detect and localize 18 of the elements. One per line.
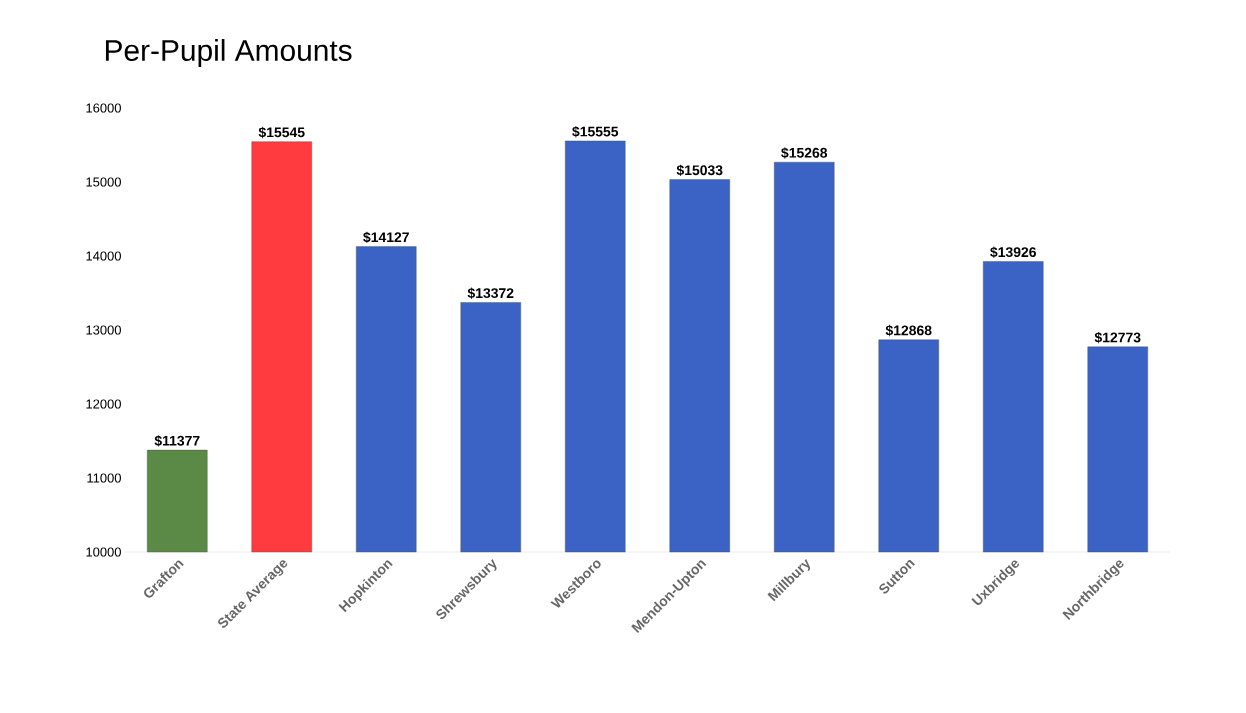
data-label: $15033 <box>676 164 723 177</box>
y-tick-label: 10000 <box>86 547 121 557</box>
y-tick-label: 12000 <box>86 399 121 409</box>
y-tick-label: 14000 <box>86 251 121 261</box>
y-tick-label: 11000 <box>87 473 121 483</box>
data-label: $12773 <box>1094 331 1141 344</box>
data-label: $13372 <box>467 287 514 299</box>
y-tick-label: 16000 <box>86 103 121 113</box>
data-label: $11377 <box>154 435 200 447</box>
chart-title: Per-Pupil Amounts <box>105 39 352 67</box>
y-tick-label: 13000 <box>86 325 121 335</box>
y-tick-label: 15000 <box>86 177 121 187</box>
data-label: $15545 <box>258 126 305 139</box>
data-label: $15555 <box>572 126 619 138</box>
data-label: $12868 <box>885 324 932 337</box>
data-label: $14127 <box>363 231 409 244</box>
data-label: $13926 <box>990 246 1036 258</box>
data-label: $15268 <box>781 147 828 159</box>
